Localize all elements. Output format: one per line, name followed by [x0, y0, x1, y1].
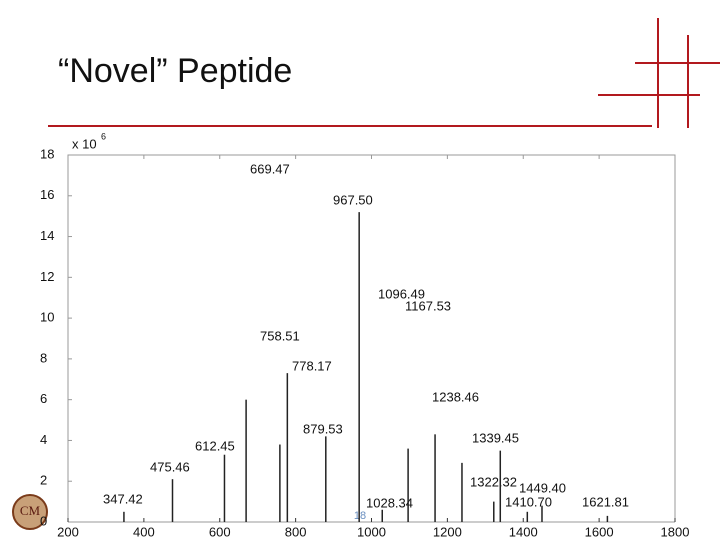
x-tick-label: 200 — [57, 524, 79, 539]
y-tick-label: 0 — [40, 513, 47, 528]
peak-label: 669.47 — [250, 161, 290, 176]
peak-label: 1339.45 — [472, 430, 519, 445]
peak-label: 1322.32 — [470, 474, 517, 489]
svg-text:CM: CM — [20, 503, 41, 518]
slide-title: “Novel” Peptide — [58, 52, 292, 90]
peak-label: 1410.70 — [505, 494, 552, 509]
peak-label: 612.45 — [195, 438, 235, 453]
peak-label: 1621.81 — [582, 494, 629, 509]
y-tick-label: 12 — [40, 269, 54, 284]
y-multiplier: x 10 — [72, 136, 97, 151]
x-tick-label: 1000 — [357, 524, 386, 539]
y-tick-label: 8 — [40, 350, 47, 365]
x-tick-label: 800 — [285, 524, 307, 539]
peak-label: 1449.40 — [519, 480, 566, 495]
y-tick-label: 6 — [40, 391, 47, 406]
peak-label: 1167.53 — [405, 298, 451, 313]
peak-label: 879.53 — [303, 421, 343, 436]
y-tick-label: 16 — [40, 187, 54, 202]
peak-label: 475.46 — [150, 459, 190, 474]
x-tick-label: 400 — [133, 524, 155, 539]
peak-label: 967.50 — [333, 192, 373, 207]
x-tick-label: 1200 — [433, 524, 462, 539]
x-tick-label: 600 — [209, 524, 231, 539]
peak-label: 1096.49 — [378, 286, 425, 301]
y-multiplier-exponent: 6 — [101, 131, 106, 141]
peak-label: 778.17 — [292, 358, 332, 373]
peak-label: 1238.46 — [432, 389, 479, 404]
y-tick-label: 14 — [40, 228, 54, 243]
x-tick-label: 1800 — [661, 524, 690, 539]
peak-label: 1028.34 — [366, 495, 413, 510]
peak-label: 758.51 — [260, 328, 300, 343]
y-tick-label: 18 — [40, 146, 54, 161]
y-tick-label: 10 — [40, 310, 54, 325]
logo: CM — [12, 494, 48, 530]
x-tick-label: 1600 — [585, 524, 614, 539]
peak-label: 347.42 — [103, 491, 143, 506]
y-tick-label: 2 — [40, 473, 47, 488]
slide-number: 18 — [354, 510, 366, 522]
y-tick-label: 4 — [40, 432, 47, 447]
x-tick-label: 1400 — [509, 524, 538, 539]
